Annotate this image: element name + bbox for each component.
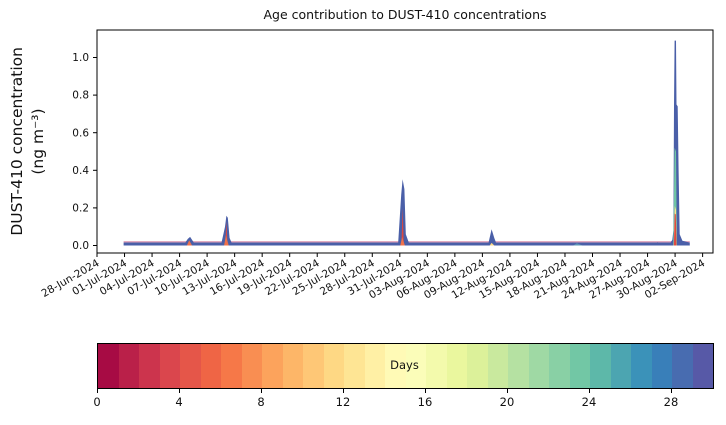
spike-10-Aug-2024-layer1 [489, 242, 495, 246]
colorbar-tick-mark [507, 389, 508, 393]
colorbar-segment [303, 344, 324, 388]
colorbar-segment [405, 344, 426, 388]
colorbar-segment [241, 344, 262, 388]
colorbar-segment [426, 344, 447, 388]
colorbar-segment [344, 344, 365, 388]
spike-31-Jul-2024 [398, 179, 410, 246]
spike-19-Aug-2024 [573, 243, 583, 246]
colorbar-segment [180, 344, 201, 388]
colorbar-tick-mark [97, 389, 98, 393]
colorbar-segment [610, 344, 631, 388]
axes-frame [96, 29, 714, 254]
colorbar-segment [98, 344, 119, 388]
colorbar-segment [569, 344, 590, 388]
colorbar-segment [200, 344, 221, 388]
spike-30-Aug-2024 [668, 40, 690, 246]
colorbar-segment [221, 344, 242, 388]
colorbar-segment [282, 344, 303, 388]
colorbar-tick-label: 12 [335, 395, 351, 409]
colorbar-tick-mark [261, 389, 262, 393]
spike-23-Jul-2024 [327, 243, 332, 246]
y-tick-label: 0.4 [72, 165, 89, 177]
y-tick-label: 0.6 [72, 127, 89, 139]
colorbar-segment [549, 344, 570, 388]
colorbar-tick-label: 16 [417, 395, 433, 409]
colorbar-segment [262, 344, 283, 388]
colorbar-tick-label: 24 [581, 395, 597, 409]
colorbar-segment [651, 344, 672, 388]
colorbar-segment [446, 344, 467, 388]
spike-12-Jul-2024-layer2 [224, 235, 229, 246]
colorbar-segment [692, 344, 713, 388]
colorbar-tick-label: 8 [257, 395, 265, 409]
colorbar-tick-label: 20 [499, 395, 515, 409]
y-tick-label: 0.2 [72, 203, 89, 215]
spike-28-Aug-2024 [653, 242, 662, 246]
colorbar-tick-mark [671, 389, 672, 393]
colorbar [97, 343, 714, 389]
spike-30-Aug-2024-layer3 [673, 213, 677, 246]
y-tick-label: 1.0 [72, 52, 89, 64]
colorbar-tick-mark [343, 389, 344, 393]
colorbar-segment [159, 344, 180, 388]
colorbar-segment [364, 344, 385, 388]
colorbar-segment [590, 344, 611, 388]
colorbar-segment [139, 344, 160, 388]
spike-29-Jul-2024 [384, 242, 390, 246]
colorbar-segment [528, 344, 549, 388]
spike-08-Jul-2024-layer1 [186, 240, 192, 246]
colorbar-tick-label: 4 [175, 395, 183, 409]
colorbar-tick-mark [425, 389, 426, 393]
colorbar-segment [487, 344, 508, 388]
spike-31-Jul-2024-layer2 [400, 237, 405, 246]
spike-12-Jul-2024 [220, 215, 233, 246]
spike-10-Aug-2024 [487, 229, 498, 246]
y-tick-label: 0.0 [72, 240, 89, 252]
colorbar-segment [508, 344, 529, 388]
chart-title: Age contribution to DUST-410 concentrati… [263, 7, 547, 22]
colorbar-segment [672, 344, 693, 388]
colorbar-tick-label: 0 [93, 395, 101, 409]
colorbar-tick-label: 28 [663, 395, 679, 409]
colorbar-segment [631, 344, 652, 388]
y-tick-label: 0.8 [72, 90, 89, 102]
spike-31-Jul-2024-layer1 [401, 207, 404, 246]
colorbar-segment [323, 344, 344, 388]
colorbar-tick-mark [589, 389, 590, 393]
colorbar-segment [118, 344, 139, 388]
colorbar-segment [385, 344, 406, 388]
colorbar-tick-mark [179, 389, 180, 393]
colorbar-segment [467, 344, 488, 388]
